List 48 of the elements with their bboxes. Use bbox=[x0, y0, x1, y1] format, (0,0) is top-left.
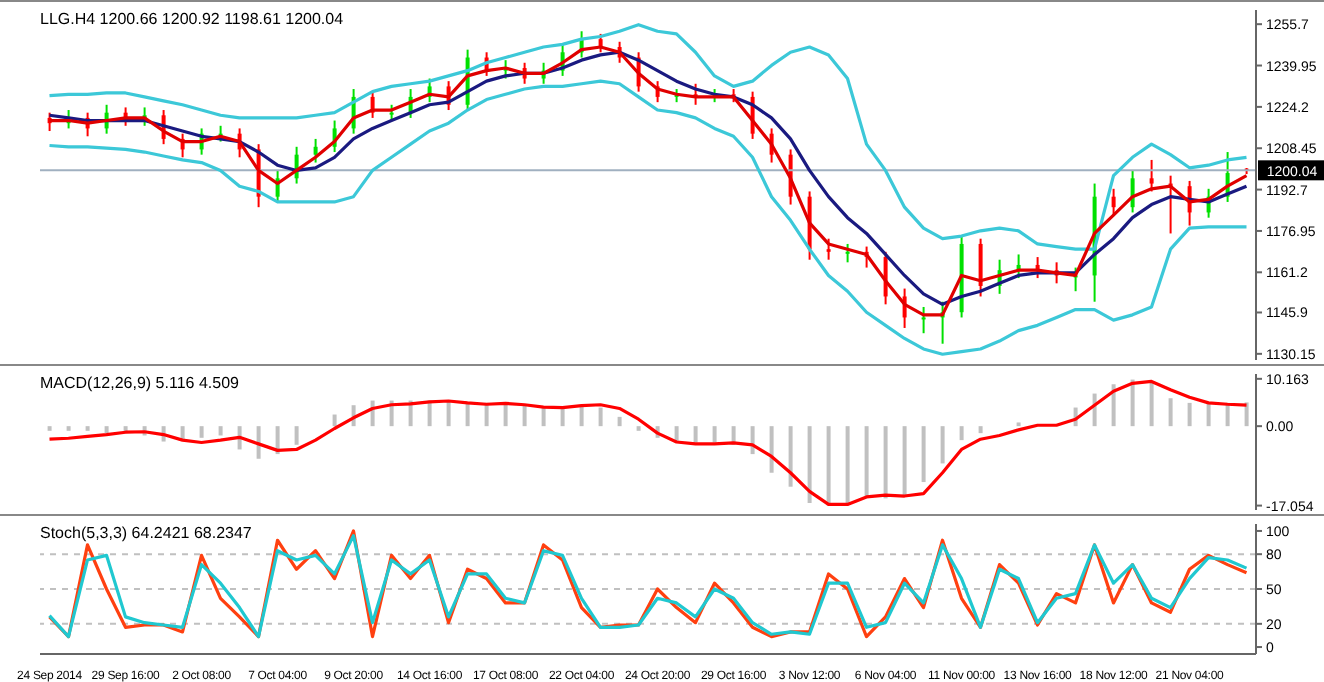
bar bbox=[712, 426, 717, 443]
bar bbox=[1111, 384, 1116, 427]
bar bbox=[218, 426, 223, 436]
candlestick bbox=[1149, 158, 1154, 193]
bar bbox=[294, 426, 299, 445]
bar bbox=[560, 407, 565, 427]
bar bbox=[959, 426, 964, 441]
bar bbox=[921, 426, 926, 483]
bar bbox=[1187, 402, 1192, 427]
bar bbox=[978, 426, 983, 434]
candlestick bbox=[826, 237, 831, 261]
bar bbox=[940, 426, 945, 464]
bar bbox=[465, 402, 470, 427]
line-series bbox=[47, 79, 1249, 356]
bar bbox=[864, 426, 869, 497]
bar bbox=[199, 426, 204, 438]
bar bbox=[617, 416, 622, 427]
bar bbox=[769, 426, 774, 473]
bar bbox=[541, 407, 546, 427]
bar bbox=[693, 426, 698, 443]
bar bbox=[1149, 381, 1154, 427]
chart-title: LLG.H4 1200.66 1200.92 1198.61 1200.04 bbox=[40, 10, 344, 28]
bar bbox=[788, 426, 793, 487]
line-series bbox=[47, 23, 1249, 251]
bar bbox=[522, 405, 527, 427]
bar bbox=[883, 426, 888, 499]
bar bbox=[598, 407, 603, 427]
candlestick bbox=[313, 137, 318, 164]
bar bbox=[902, 426, 907, 497]
candlestick bbox=[845, 242, 850, 264]
bar bbox=[104, 426, 109, 434]
bar bbox=[579, 405, 584, 427]
bar bbox=[1168, 398, 1173, 427]
candlestick bbox=[978, 237, 983, 298]
bar bbox=[503, 402, 508, 427]
bar bbox=[332, 414, 337, 427]
bar bbox=[446, 400, 451, 427]
chart-title: MACD(12,26,9) 5.116 4.509 bbox=[40, 374, 239, 392]
bar bbox=[826, 426, 831, 506]
bar bbox=[1244, 402, 1249, 427]
bar bbox=[807, 426, 812, 504]
candlestick bbox=[1111, 187, 1116, 217]
chart-title: Stoch(5,3,3) 64.2421 68.2347 bbox=[40, 524, 252, 542]
bar bbox=[256, 426, 261, 459]
bar bbox=[1130, 379, 1135, 427]
candlestick bbox=[921, 305, 926, 335]
bar bbox=[845, 426, 850, 504]
bar bbox=[1206, 402, 1211, 427]
